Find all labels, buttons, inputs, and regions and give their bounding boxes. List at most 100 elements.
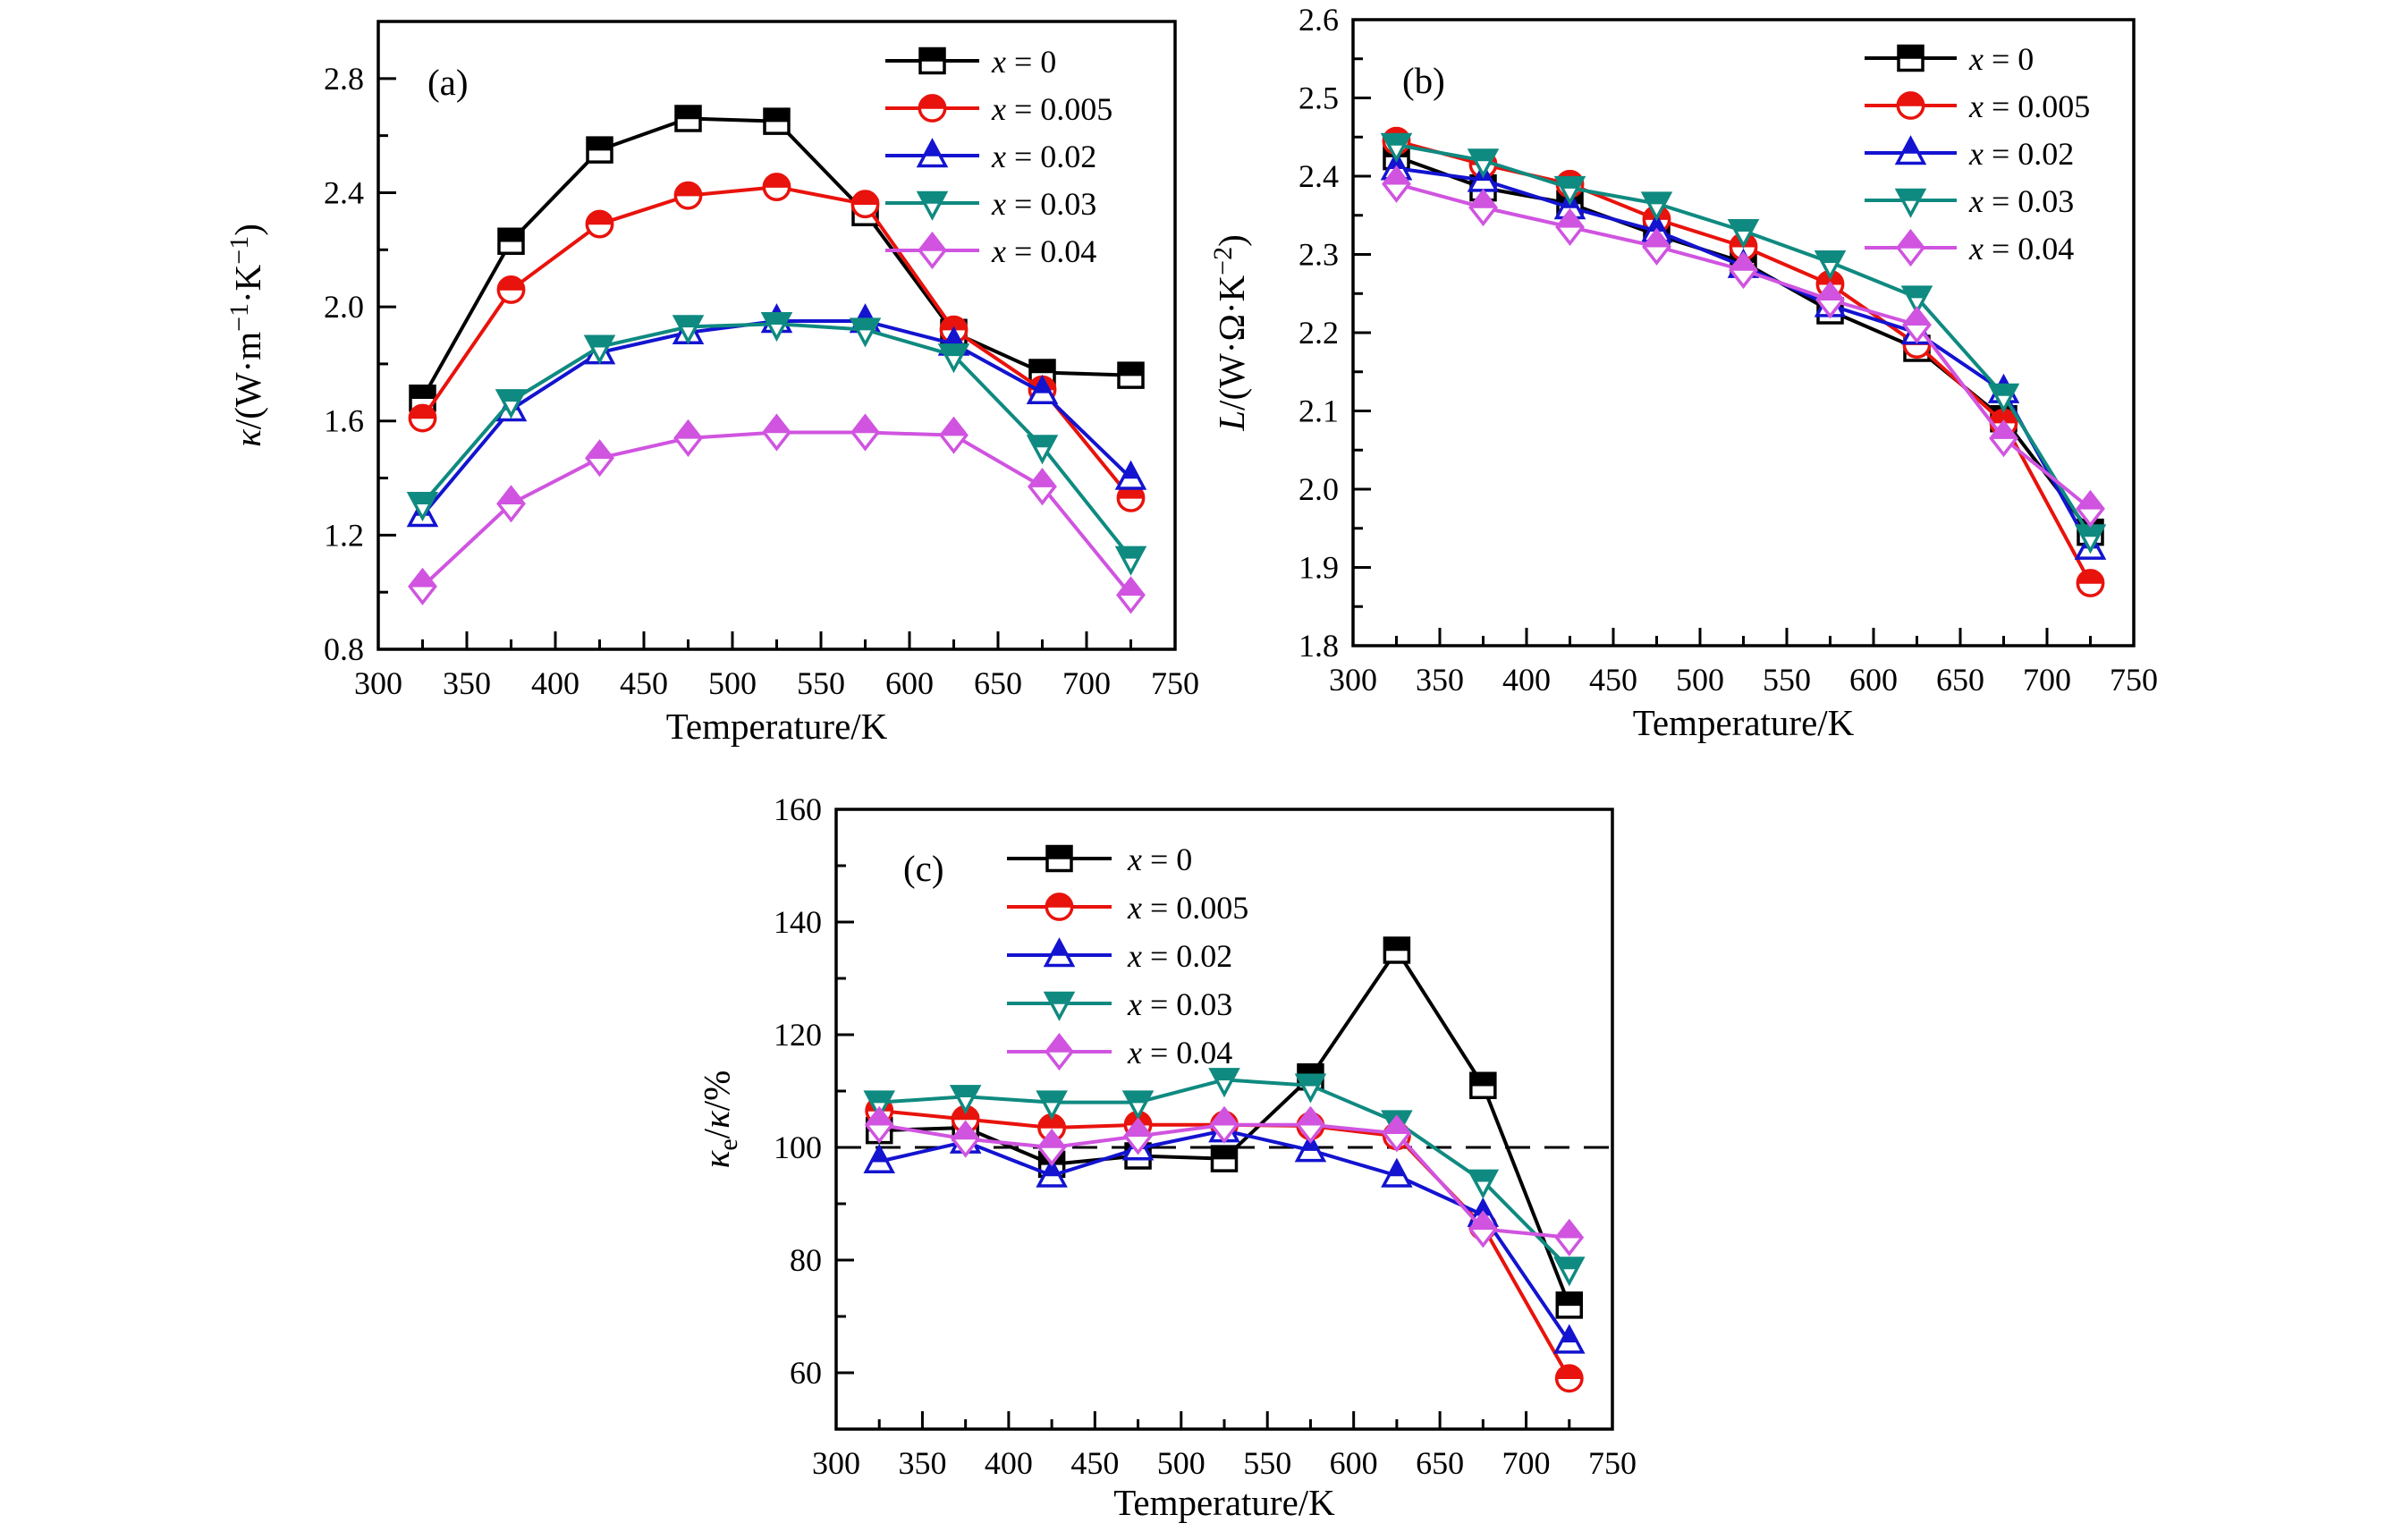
legend-item-x-0-03: x = 0.03 [1007, 986, 1232, 1022]
y-tick-label: 1.2 [324, 517, 364, 553]
triangle-down-marker [1121, 1090, 1155, 1121]
square-marker [497, 227, 525, 255]
y-tick-label: 100 [774, 1130, 822, 1165]
legend-item-x-0: x = 0 [1007, 842, 1192, 877]
y-tick-label: 2.0 [1299, 471, 1339, 507]
circle-marker [408, 403, 437, 433]
legend-item-x-0-04: x = 0.04 [1865, 228, 2074, 267]
panel-letter-a: (a) [427, 62, 469, 103]
diamond-marker [1045, 1032, 1074, 1071]
triangle-down-marker [1900, 285, 1933, 316]
diamond-marker [864, 1105, 894, 1144]
square-marker [1045, 844, 1073, 873]
legend-item-x-0-03: x = 0.03 [1865, 183, 2074, 219]
y-tick-label: 1.6 [324, 403, 364, 439]
legend-label: x = 0.02 [1127, 938, 1232, 974]
triangle-down-marker [1987, 383, 2020, 413]
legend-label: x = 0.005 [1127, 890, 1248, 926]
legend-item-x-0: x = 0 [1865, 41, 2034, 77]
diamond-marker [585, 439, 614, 478]
triangle-down-marker [1814, 250, 1847, 281]
triangle-down-marker [1380, 132, 1413, 163]
legend-item-x-0-005: x = 0.005 [885, 91, 1112, 127]
diamond-marker [1296, 1105, 1325, 1144]
square-marker [674, 105, 702, 132]
triangle-down-marker [1208, 1068, 1240, 1098]
diamond-marker [1815, 281, 1845, 319]
x-tick-label: 350 [443, 665, 491, 701]
circle-marker [2076, 569, 2105, 597]
x-tick-label: 550 [797, 665, 845, 701]
legend-label: x = 0.02 [991, 139, 1096, 174]
triangle-down-marker [1026, 435, 1059, 465]
legend-c: x = 0 x = 0.005 x = 0.02 x = 0.03 x = 0.04 [1007, 842, 1248, 1071]
diamond-marker [1116, 576, 1146, 614]
square-marker [918, 47, 946, 75]
diamond-marker [1468, 188, 1498, 227]
x-tick-label: 550 [1243, 1445, 1291, 1481]
x-tick-label: 650 [974, 665, 1022, 701]
triangle-down-marker [1553, 1257, 1586, 1287]
circle-marker [496, 275, 526, 304]
x-tick-label: 750 [2110, 662, 2158, 698]
diamond-marker [762, 413, 791, 452]
axis-x: 300 350 400 450 500 550 600 650 700 750 [812, 1411, 1637, 1481]
triangle-down-marker [1894, 188, 1927, 218]
diamond-marker [408, 567, 437, 605]
triangle-up-marker [1114, 460, 1147, 490]
square-marker [763, 107, 791, 135]
x-tick-label: 500 [1676, 662, 1724, 698]
circle-marker [673, 181, 703, 210]
legend-item-x-0-03: x = 0.03 [885, 186, 1096, 222]
triangle-up-marker [1553, 1324, 1586, 1354]
diamond-marker [1028, 468, 1057, 506]
x-tick-label: 450 [620, 665, 668, 701]
triangle-down-marker [406, 492, 439, 522]
series-x-0-03 [1380, 132, 2107, 554]
y-tick-label: 160 [774, 791, 822, 827]
circle-marker [918, 94, 947, 123]
triangle-down-marker [1467, 1169, 1500, 1199]
x-tick-label: 550 [1763, 662, 1811, 698]
y-axis-title: κ/(W·m−1·K−1) [224, 224, 268, 447]
x-axis-title: Temperature/K [1633, 702, 1855, 743]
triangle-down-marker [849, 317, 882, 348]
legend-label: x = 0.04 [991, 233, 1096, 269]
y-tick-label: 1.9 [1299, 550, 1339, 586]
legend-a: x = 0 x = 0.005 x = 0.02 x = 0.03 x = 0.04 [885, 44, 1112, 270]
x-tick-label: 450 [1070, 1445, 1119, 1481]
diamond-marker [1642, 227, 1671, 266]
diamond-marker [1209, 1105, 1239, 1144]
x-tick-label: 600 [1849, 662, 1898, 698]
series-x-0-04 [408, 413, 1146, 614]
diamond-marker [2076, 489, 2105, 528]
x-tick-label: 350 [898, 1445, 946, 1481]
square-marker [586, 136, 613, 164]
triangle-up-marker [1043, 937, 1076, 968]
square-marker [1469, 1071, 1497, 1099]
square-marker [1117, 361, 1145, 389]
circle-marker [1554, 1364, 1584, 1393]
panel-a: 300 350 400 450 500 550 600 650 700 750 0.8 1.2 1.6 2… [224, 20, 1199, 747]
y-tick-label: 2.2 [1299, 315, 1339, 351]
legend-label: x = 0.005 [991, 91, 1112, 127]
x-tick-label: 700 [1062, 665, 1111, 701]
triangle-up-marker [1894, 135, 1927, 165]
legend-label: x = 0 [1127, 842, 1192, 877]
diamond-marker [951, 1120, 981, 1158]
panel-c: 300 350 400 450 500 550 600 650 700 750 60 80 100 120… [696, 791, 1637, 1523]
diamond-marker [673, 419, 703, 457]
circle-marker [850, 190, 880, 219]
legend-item-x-0-02: x = 0.02 [1865, 135, 2074, 172]
x-tick-label: 500 [708, 665, 757, 701]
x-axis-title: Temperature/K [1113, 1482, 1335, 1523]
x-axis-title: Temperature/K [666, 706, 888, 747]
legend-item-x-0-005: x = 0.005 [1865, 89, 2090, 124]
legend-label: x = 0 [991, 44, 1056, 80]
series-x-0-04 [1382, 165, 2105, 528]
legend-item-x-0-02: x = 0.02 [885, 138, 1096, 174]
diamond-marker [1989, 419, 2018, 458]
triangle-down-marker [1114, 546, 1147, 576]
x-tick-label: 500 [1157, 1445, 1205, 1481]
triangle-down-marker [1036, 1090, 1068, 1121]
